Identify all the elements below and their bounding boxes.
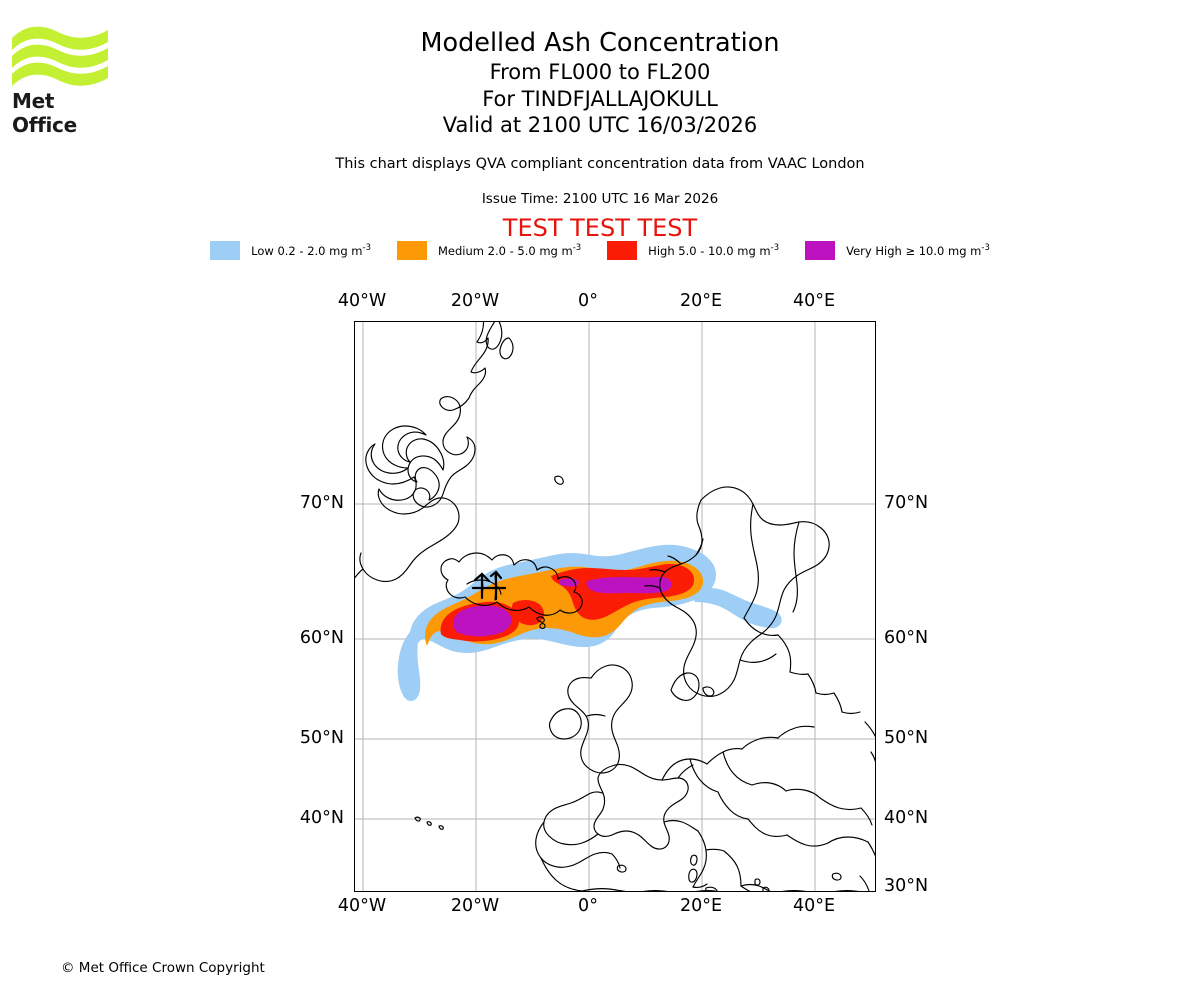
lat-label-left-70n: 70°N [299,493,344,513]
lon-label-top-40w: 40°W [337,291,387,311]
legend-item-medium: Medium 2.0 - 5.0 mg m-3 [396,241,582,260]
lat-label-right-60n: 60°N [884,628,929,648]
qva-note: This chart displays QVA compliant concen… [335,156,865,172]
lon-label-top-20w: 20°W [450,291,500,311]
page-title: Modelled Ash Concentration [420,28,780,58]
met-office-wordmark: Met Office [12,89,77,137]
test-banner: TEST TEST TEST [502,214,698,242]
lon-label-bottom-20w: 20°W [450,896,500,916]
title-volcano: For TINDFJALLAJOKULL [482,86,718,111]
lon-label-top-0: 0° [578,291,598,311]
lat-label-left-60n: 60°N [299,628,344,648]
title-valid-time: Valid at 2100 UTC 16/03/2026 [442,113,758,137]
lat-label-right-40n: 40°N [884,808,929,828]
legend-item-low: Low 0.2 - 2.0 mg m-3 [210,241,371,260]
legend-item-very-high: Very High ≥ 10.0 mg m-3 [805,241,990,260]
legend-label-very-high: Very High ≥ 10.0 mg m-3 [846,243,990,258]
lon-label-top-20e: 20°E [679,291,723,311]
map-frame [354,321,876,892]
legend-swatch-low [210,241,241,260]
lat-label-right-70n: 70°N [884,493,929,513]
legend-swatch-high [607,241,638,260]
lat-label-right-30n: 30°N [884,876,929,896]
legend-swatch-very-high [805,241,836,260]
ash-concentration-map[interactable] [354,321,876,892]
map-coastlines [355,322,875,891]
chart-title-block: Modelled Ash Concentration From FL000 to… [0,28,1200,139]
lat-label-left-40n: 40°N [299,808,344,828]
lat-label-left-50n: 50°N [299,728,344,748]
concentration-legend: Low 0.2 - 2.0 mg m-3 Medium 2.0 - 5.0 mg… [0,241,1200,260]
met-office-logo: Met Office [12,26,122,137]
issue-time: Issue Time: 2100 UTC 16 Mar 2026 [481,191,719,207]
legend-label-low: Low 0.2 - 2.0 mg m-3 [251,243,371,258]
lat-label-right-50n: 50°N [884,728,929,748]
lon-label-top-40e: 40°E [792,291,836,311]
legend-swatch-medium [396,241,427,260]
lon-label-bottom-40w: 40°W [337,896,387,916]
legend-item-high: High 5.0 - 10.0 mg m-3 [607,241,779,260]
lon-label-bottom-0: 0° [578,896,598,916]
lon-label-bottom-20e: 20°E [679,896,723,916]
wave-logo-icon [12,26,108,86]
lon-label-bottom-40e: 40°E [792,896,836,916]
map-canvas [355,322,875,891]
title-flight-levels: From FL000 to FL200 [489,60,711,84]
ash-plume-very-high [453,576,672,637]
legend-label-high: High 5.0 - 10.0 mg m-3 [648,243,780,258]
copyright-notice: © Met Office Crown Copyright [61,960,265,976]
legend-label-medium: Medium 2.0 - 5.0 mg m-3 [437,243,582,258]
volcano-source-marker [471,570,507,601]
